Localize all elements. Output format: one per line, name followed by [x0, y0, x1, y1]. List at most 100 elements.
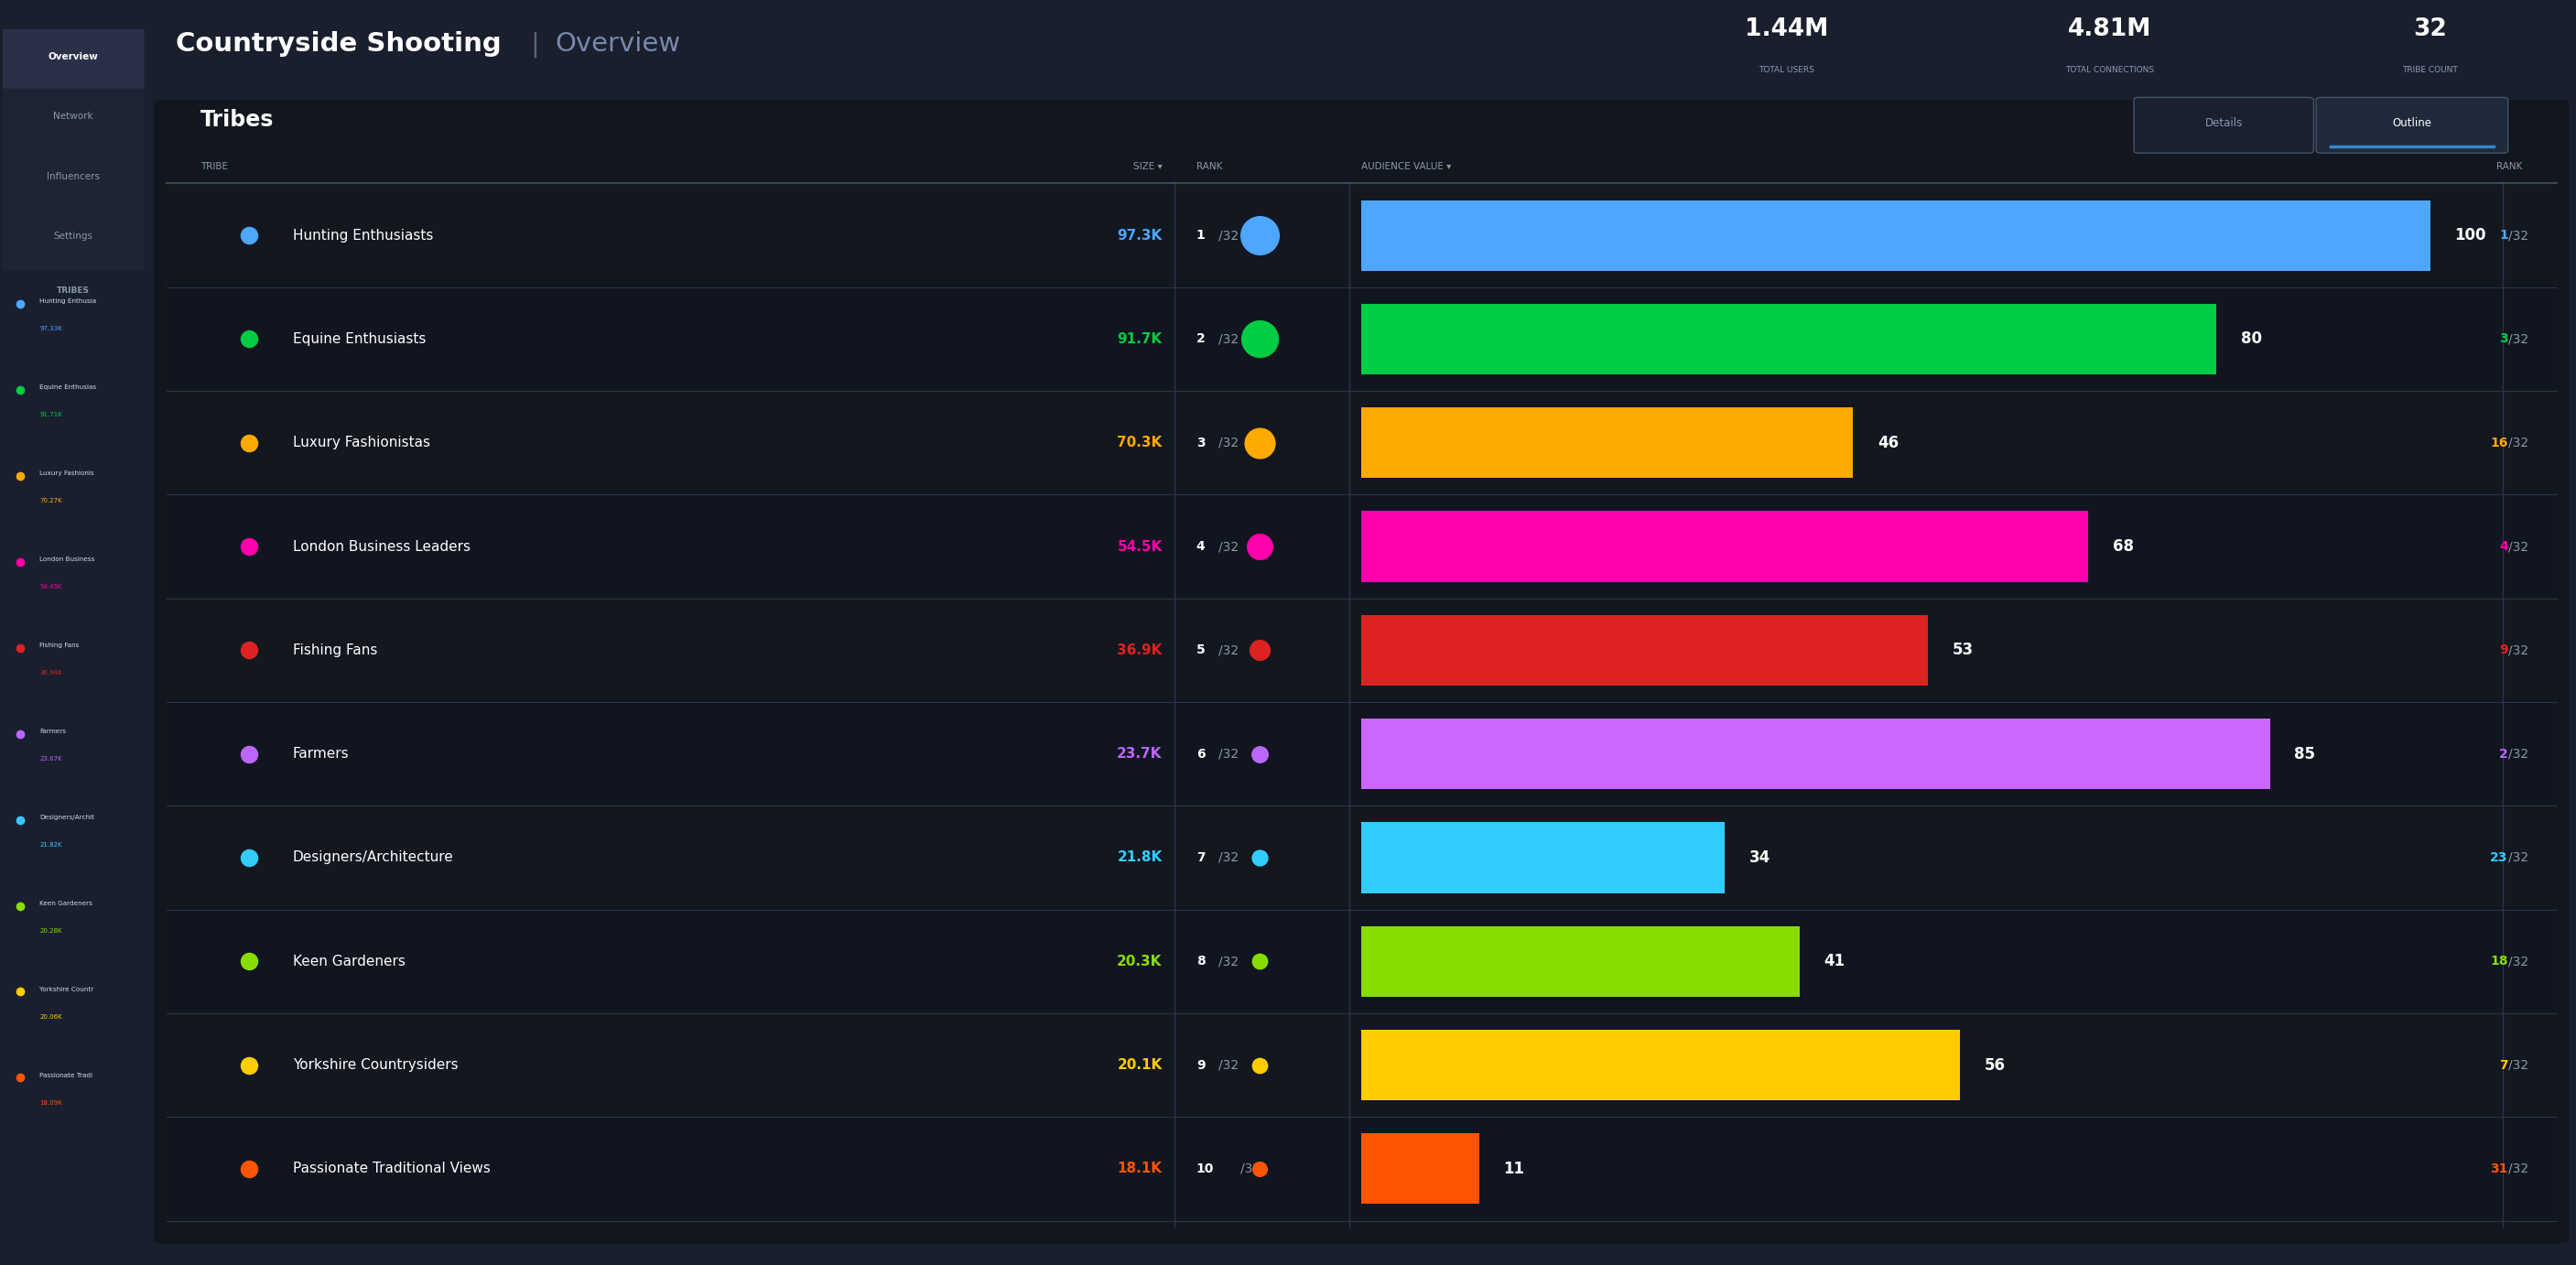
- Text: /32: /32: [1218, 748, 1239, 760]
- Text: Hunting Enthusia: Hunting Enthusia: [39, 299, 95, 304]
- Text: TOTAL CONNECTIONS: TOTAL CONNECTIONS: [2066, 66, 2154, 73]
- Text: 2: 2: [2499, 748, 2509, 760]
- Text: 46: 46: [1878, 434, 1899, 452]
- Text: Keen Gardeners: Keen Gardeners: [39, 901, 93, 906]
- Text: Fishing Fans: Fishing Fans: [294, 644, 376, 657]
- Text: /32: /32: [2509, 748, 2527, 760]
- Text: 20.1K: 20.1K: [1118, 1059, 1162, 1071]
- FancyBboxPatch shape: [167, 185, 2555, 285]
- FancyBboxPatch shape: [167, 392, 2555, 492]
- FancyBboxPatch shape: [2316, 97, 2509, 153]
- Text: /32: /32: [2509, 644, 2527, 657]
- Text: Farmers: Farmers: [294, 748, 348, 760]
- Text: 21.82K: 21.82K: [39, 842, 62, 848]
- Text: 18: 18: [2491, 955, 2509, 968]
- Text: /32: /32: [1218, 436, 1239, 449]
- FancyBboxPatch shape: [2133, 97, 2313, 153]
- Text: Equine Enthusias: Equine Enthusias: [39, 385, 95, 390]
- FancyBboxPatch shape: [3, 149, 144, 211]
- FancyBboxPatch shape: [3, 89, 144, 151]
- Text: 36.9K: 36.9K: [1118, 644, 1162, 657]
- Text: Equine Enthusiasts: Equine Enthusiasts: [294, 333, 425, 345]
- FancyBboxPatch shape: [167, 911, 2555, 1011]
- FancyBboxPatch shape: [1360, 719, 2269, 789]
- Text: 18.1K: 18.1K: [1118, 1163, 1162, 1175]
- Text: Yorkshire Countrysiders: Yorkshire Countrysiders: [294, 1059, 459, 1071]
- FancyBboxPatch shape: [1360, 822, 1726, 893]
- Text: 8: 8: [1195, 955, 1206, 968]
- Text: 21.8K: 21.8K: [1118, 851, 1162, 864]
- FancyBboxPatch shape: [1360, 615, 1927, 686]
- Text: 91.7K: 91.7K: [1118, 333, 1162, 345]
- Text: 3: 3: [2499, 333, 2509, 345]
- FancyBboxPatch shape: [167, 288, 2555, 388]
- Text: 1: 1: [1195, 229, 1206, 242]
- Text: 5: 5: [1195, 644, 1206, 657]
- Text: Farmers: Farmers: [39, 729, 67, 734]
- Text: 91.71K: 91.71K: [39, 412, 62, 417]
- Text: Designers/Archit: Designers/Archit: [39, 815, 95, 820]
- Text: London Business Leaders: London Business Leaders: [294, 540, 471, 553]
- FancyBboxPatch shape: [1360, 200, 2429, 271]
- FancyBboxPatch shape: [1360, 1133, 1479, 1204]
- Text: /32: /32: [2509, 333, 2527, 345]
- Text: 68: 68: [2112, 538, 2133, 555]
- Text: 36.94K: 36.94K: [39, 670, 62, 676]
- FancyBboxPatch shape: [167, 600, 2555, 700]
- Text: Hunting Enthusiasts: Hunting Enthusiasts: [294, 229, 433, 242]
- FancyBboxPatch shape: [3, 29, 144, 91]
- Text: 20.06K: 20.06K: [39, 1015, 62, 1020]
- Text: /32: /32: [2509, 436, 2527, 449]
- Text: Yorkshire Countr: Yorkshire Countr: [39, 987, 93, 992]
- Text: 23.67K: 23.67K: [39, 756, 62, 762]
- Text: 7: 7: [2499, 1059, 2509, 1071]
- Text: 70.3K: 70.3K: [1118, 436, 1162, 449]
- Text: 7: 7: [1195, 851, 1206, 864]
- FancyBboxPatch shape: [1360, 1030, 1960, 1101]
- Text: /32: /32: [2509, 851, 2527, 864]
- Text: 56: 56: [1984, 1056, 2004, 1074]
- Text: 1.44M: 1.44M: [1744, 18, 1829, 40]
- Text: Tribes: Tribes: [201, 109, 273, 132]
- Text: 70.27K: 70.27K: [39, 498, 62, 503]
- Text: 2: 2: [1195, 333, 1206, 345]
- Text: RANK: RANK: [1195, 162, 1221, 172]
- Text: 11: 11: [1504, 1160, 1525, 1178]
- Text: Passionate Tradi: Passionate Tradi: [39, 1073, 93, 1078]
- Text: SIZE ▾: SIZE ▾: [1133, 162, 1162, 172]
- Text: Overview: Overview: [554, 32, 680, 57]
- FancyBboxPatch shape: [167, 1015, 2555, 1114]
- Text: /32: /32: [2509, 1059, 2527, 1071]
- Text: 54.45K: 54.45K: [39, 584, 62, 589]
- Text: /32: /32: [2509, 229, 2527, 242]
- Text: 54.5K: 54.5K: [1118, 540, 1162, 553]
- Text: 4.81M: 4.81M: [2069, 18, 2151, 40]
- Text: 100: 100: [2455, 226, 2486, 244]
- Text: Overview: Overview: [49, 52, 98, 62]
- Text: 20.3K: 20.3K: [1118, 955, 1162, 968]
- FancyBboxPatch shape: [1360, 304, 2215, 374]
- Text: Luxury Fashionistas: Luxury Fashionistas: [294, 436, 430, 449]
- Text: 9: 9: [2499, 644, 2509, 657]
- Text: 1: 1: [2499, 229, 2509, 242]
- Text: Passionate Traditional Views: Passionate Traditional Views: [294, 1163, 489, 1175]
- Text: London Business: London Business: [39, 557, 98, 562]
- Text: 32: 32: [2414, 18, 2447, 40]
- Text: 97.33K: 97.33K: [39, 326, 62, 331]
- Text: 23.7K: 23.7K: [1118, 748, 1162, 760]
- Text: Designers/Architecture: Designers/Architecture: [294, 851, 453, 864]
- Text: /32: /32: [1218, 333, 1239, 345]
- Text: Outline: Outline: [2393, 116, 2432, 129]
- Text: /32: /32: [2509, 955, 2527, 968]
- Text: /32: /32: [2509, 540, 2527, 553]
- Text: Network: Network: [54, 111, 93, 121]
- Text: 4: 4: [2499, 540, 2509, 553]
- Text: AUDIENCE VALUE ▾: AUDIENCE VALUE ▾: [1360, 162, 1450, 172]
- Text: Settings: Settings: [54, 231, 93, 242]
- FancyBboxPatch shape: [167, 807, 2555, 907]
- FancyBboxPatch shape: [1360, 926, 1801, 997]
- Text: 4: 4: [1195, 540, 1206, 553]
- Text: 20.28K: 20.28K: [39, 929, 62, 934]
- Text: /32: /32: [1218, 229, 1239, 242]
- Text: /32: /32: [1218, 851, 1239, 864]
